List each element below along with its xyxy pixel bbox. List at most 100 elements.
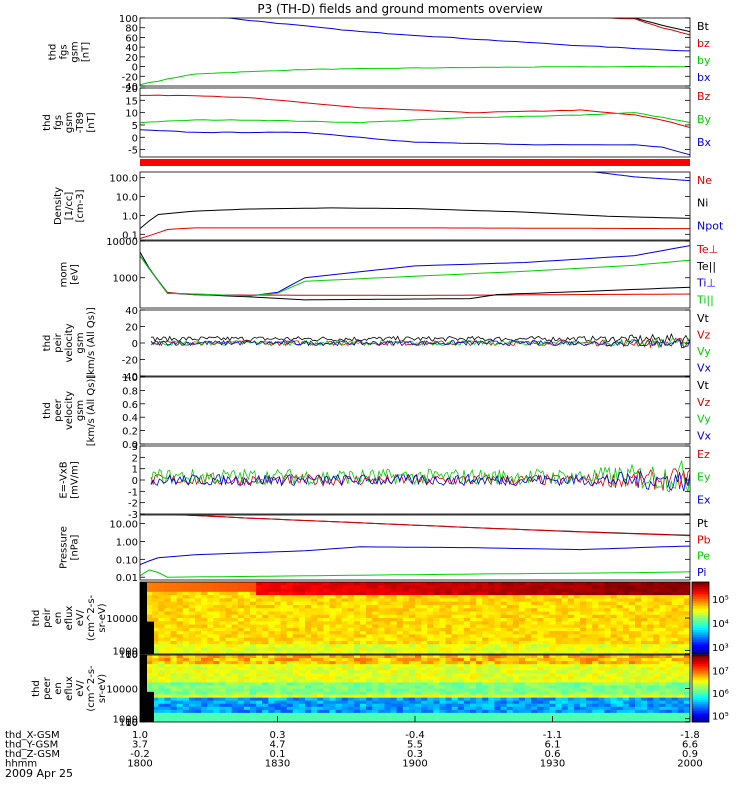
ylabel-line: gsm [70,41,81,62]
ytick-label: -1 [128,487,138,498]
ylabel-line: thd [42,402,53,419]
x-row-label: thd_Y-GSM [5,740,58,751]
series-ti [140,245,690,297]
legend-pb: Pb [697,533,711,546]
xtick-label: -0.2 [130,749,150,760]
legend-vz: Vz [697,396,711,409]
legend-ez: Ez [697,448,710,461]
legend-pt: Pt [697,517,709,530]
ytick-label: 20 [125,84,138,95]
legend-te: Te⊥ [696,243,718,256]
xtick-label: 1.0 [132,730,148,741]
ytick-label: 10000 [106,614,138,625]
colorbar-label: 10⁴ [712,619,729,630]
ylabel-line: eflux [64,676,75,701]
ytick-label: 1000 [113,646,138,657]
ylabel-line: velocity [64,323,75,362]
xtick-label: 1900 [402,759,427,770]
panel-pressure: Pt Pb Pe Pi 10.00 1.00 0.10 0.01 Pressure [nPa] [59,514,711,584]
ytick-label: 40 [125,43,138,54]
ylabel-line: sr-eV) [97,674,108,703]
ytick-label: 0.8 [122,386,138,397]
xtick-label: 1930 [540,759,565,770]
panel-frame [139,240,691,309]
legend-ne: Ne [697,174,712,187]
ytick-label: -5 [128,146,138,157]
xtick-label: 0.9 [682,749,698,760]
ytick-label: 0 [132,133,138,144]
ylabel-line: thd [48,44,59,61]
colorbar-label: 10³ [712,643,729,654]
panel-frame [139,171,691,241]
ytick-label: 2 [132,453,138,464]
xtick-label: 6.1 [545,740,561,751]
ytick-label: 20 [125,53,138,64]
xtick-label: 3.7 [132,740,148,751]
spectrogram-peir_spectrogram [140,582,690,654]
ylabel-line: [mV/m] [70,461,81,499]
ylabel-line: eflux [64,606,75,631]
ylabel-line: [nPa] [70,534,81,560]
colorbar-label: 10⁷ [712,667,729,678]
colorbar-label: 10⁵ [712,595,729,606]
colorbar-label: 10⁶ [712,689,729,700]
ytick-label: 1.0 [122,211,138,222]
ytick-label: 1.0 [122,373,138,384]
series-group-fgs_dsl [140,94,690,156]
series-by [140,112,690,124]
ytick-label: 100 [119,718,138,729]
ylabel-line: [cm-3] [75,189,86,222]
colorbar-peer_spectrogram: 10⁷ 10⁶ 10⁵ [691,654,729,723]
ytick-label: 0 [132,339,138,350]
data-gap [140,691,154,722]
ytick-label: -40 [122,82,138,93]
legend-ey: Ey [697,471,711,484]
ylabel-line: [km/s (All Qs)] [86,375,97,447]
ytick-label: 100 [119,14,138,25]
panel-peir_velocity: Vt Vz Vy Vx 40 20 0 -20 -40 thd peir velocity gsm [km… [42,306,712,383]
legend-vy: Vy [697,345,711,358]
legend-bx: bx [697,71,711,84]
series-pi [140,545,690,566]
legend-by: By [697,113,712,126]
ytick-label: 5 [132,121,138,132]
ytick-label: 10 [125,109,138,120]
series-pe [140,569,690,578]
legend-vy: Vy [697,413,711,426]
colorbar-peir_spectrogram: 10⁵ 10⁴ 10³ [691,581,729,655]
date-label: 2009 Apr 25 [5,767,73,780]
ytick-label: 0 [132,476,138,487]
ylabel-line: peer [42,676,53,700]
series-te [140,255,690,296]
ylabel-line: [nT] [86,112,97,132]
ylabel-line: eV/ [75,609,86,626]
legend-ti: Ti⊥ [696,277,716,290]
legend-ex: Ex [697,493,711,506]
xtick-label: 0.3 [407,749,423,760]
xtick-label: 0.1 [270,749,286,760]
ytick-label: 10000 [106,685,138,696]
ytick-label: 0.2 [122,427,138,438]
legend-ti: Ti|| [696,293,714,306]
ytick-label: -20 [122,356,138,367]
series-ex [150,470,690,492]
ylabel-line: Density [53,187,64,225]
panel-frame [139,17,691,87]
legend-bz: bz [697,37,710,50]
ylabel-line: fgs [53,115,64,130]
ylabel-line: sr-eV) [97,603,108,632]
legend-te: Te|| [696,260,716,273]
panel-frame [139,514,691,581]
figure-title: P3 (TH-D) fields and ground moments over… [257,2,542,16]
series-pt [174,515,690,536]
series-bx [140,129,690,156]
legend-vt: Vt [697,379,710,392]
colorbar-label: 10⁵ [712,711,729,722]
series-group-temperature [140,245,690,301]
series-group-peir_velocity [150,332,690,349]
legend-npot: Npot [697,219,724,232]
ytick-label: 100.0 [109,174,138,185]
